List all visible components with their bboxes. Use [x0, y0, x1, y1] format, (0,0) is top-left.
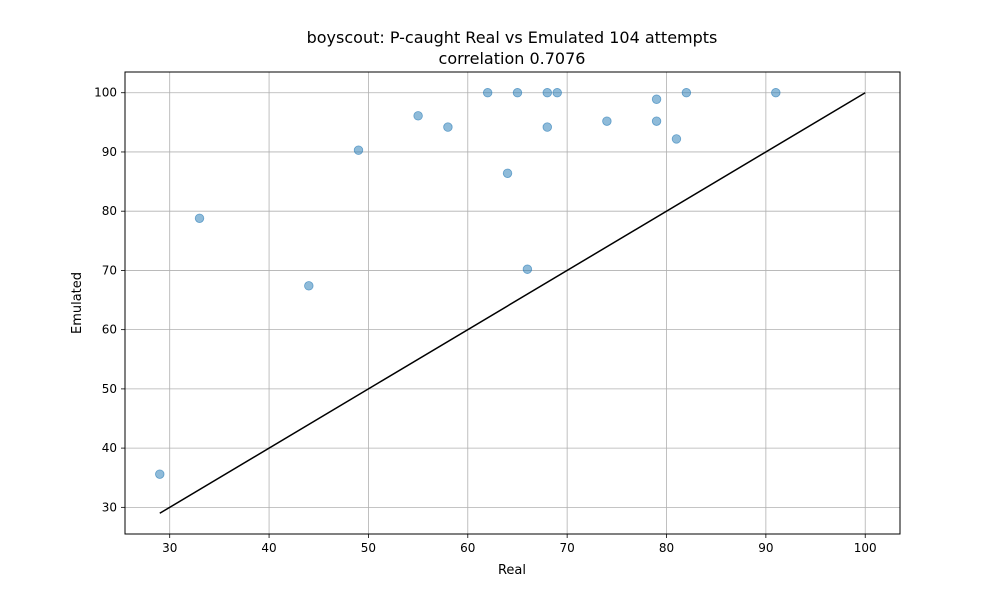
x-tick-label: 30 — [162, 541, 177, 555]
data-point — [512, 88, 523, 98]
x-tick-label: 60 — [460, 541, 475, 555]
data-point — [353, 145, 364, 155]
axis-ticks: 30 40 50 60 70 80 90 100 30 40 50 60 70 80 90 100 — [94, 86, 877, 555]
grid-lines — [125, 72, 900, 534]
data-point — [522, 264, 533, 274]
data-point — [651, 94, 662, 104]
data-point — [671, 134, 682, 144]
data-point — [413, 111, 423, 121]
y-tick-label: 80 — [102, 204, 117, 218]
x-tick-label: 80 — [659, 541, 674, 555]
x-tick-label: 100 — [854, 541, 877, 555]
y-tick-label: 70 — [102, 263, 117, 277]
chart-subtitle: correlation 0.7076 — [439, 49, 586, 68]
y-tick-label: 100 — [94, 86, 117, 100]
x-tick-label: 70 — [560, 541, 575, 555]
x-tick-label: 40 — [261, 541, 276, 555]
data-point — [542, 122, 552, 132]
x-tick-label: 50 — [361, 541, 376, 555]
data-point — [443, 122, 453, 132]
data-point — [155, 469, 165, 479]
y-tick-label: 90 — [102, 145, 117, 159]
data-point — [304, 281, 314, 291]
data-point — [482, 88, 493, 98]
x-axis-label: Real — [498, 563, 526, 578]
y-tick-label: 60 — [102, 323, 117, 337]
reference-line — [159, 92, 866, 514]
data-point — [651, 116, 662, 126]
chart-title: boyscout: P-caught Real vs Emulated 104 … — [307, 28, 718, 47]
data-points — [155, 88, 781, 479]
reference-line-layer — [159, 92, 866, 514]
data-point — [542, 88, 552, 98]
y-tick-label: 40 — [102, 441, 117, 455]
data-point — [194, 213, 205, 224]
data-point — [552, 88, 562, 98]
data-point — [602, 116, 612, 126]
y-tick-label: 30 — [102, 500, 117, 514]
data-point — [771, 88, 781, 98]
x-tick-label: 90 — [758, 541, 773, 555]
y-tick-label: 50 — [102, 382, 117, 396]
plot-area-frame — [124, 71, 901, 535]
y-axis-label: Emulated — [70, 272, 85, 334]
data-point — [681, 88, 692, 98]
data-point — [502, 168, 513, 178]
